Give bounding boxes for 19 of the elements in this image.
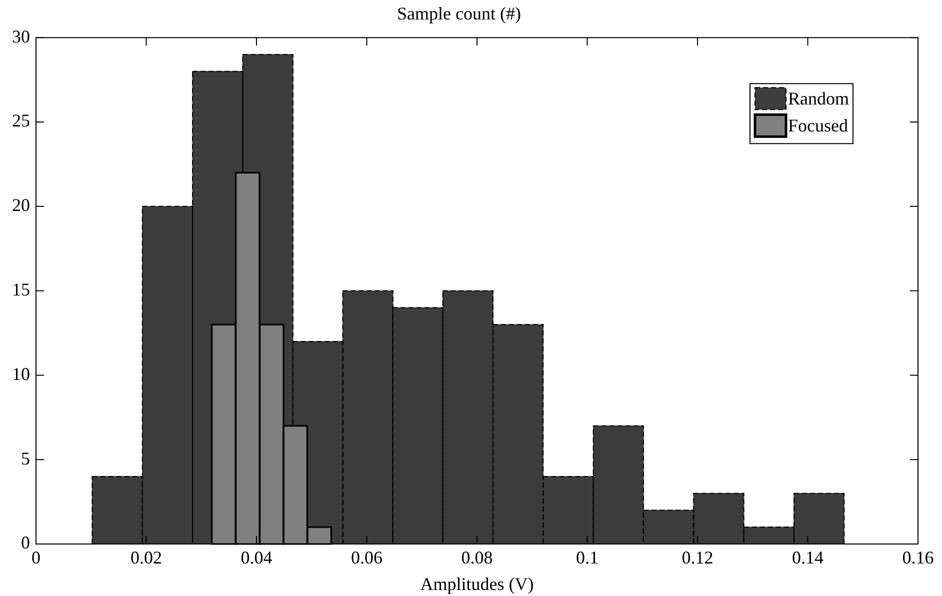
y-tick-label: 15 [12, 280, 30, 300]
x-tick-label: 0.14 [792, 548, 824, 568]
y-tick-label: 20 [12, 195, 30, 216]
y-tick-label: 5 [21, 448, 30, 468]
x-tick-label: 0.02 [130, 548, 162, 568]
x-tick-label: 0.16 [902, 548, 934, 568]
x-tick-label: 0.04 [240, 548, 272, 568]
legend-label: Focused [788, 115, 848, 136]
y-tick-label: 25 [12, 110, 30, 131]
x-tick-label: 0.12 [682, 548, 714, 568]
x-tick-label: 0.1 [576, 548, 598, 568]
y-tick-label: 30 [12, 26, 30, 46]
x-tick-label: 0.06 [351, 548, 382, 568]
chart-title: Sample count (#) [397, 4, 521, 24]
legend-label: Random [788, 88, 850, 108]
x-tick-label: 0.08 [461, 548, 493, 568]
x-axis-title: Amplitudes (V) [420, 574, 534, 594]
y-tick-label: 10 [12, 364, 30, 384]
y-tick-label: 0 [21, 532, 30, 553]
